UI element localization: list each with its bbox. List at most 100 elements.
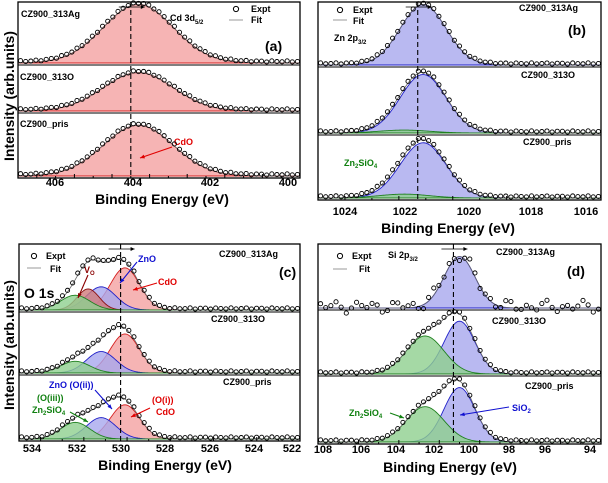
expt-point [187, 93, 193, 99]
expt-point [570, 128, 576, 134]
subplot-CZ900_313O [18, 322, 301, 375]
expt-point [274, 306, 280, 312]
expt-point [328, 370, 334, 376]
expt-point [33, 170, 39, 176]
expt-point [264, 107, 270, 113]
sample-label-c-0: CZ900_313Ag [219, 249, 278, 259]
expt-point [333, 128, 339, 134]
expt-point [34, 304, 40, 311]
expt-point [39, 368, 45, 374]
expt-point [156, 432, 163, 438]
expt-point [498, 436, 504, 442]
expt-point [116, 392, 122, 398]
expt-point [233, 106, 239, 112]
expt-point [95, 337, 101, 343]
x-tick-label: 1020 [457, 206, 481, 218]
expt-point [121, 256, 127, 262]
expt-point [121, 394, 127, 400]
expt-point [503, 128, 509, 134]
expt-point [477, 58, 483, 64]
expt-point [49, 301, 55, 307]
expt-point [456, 43, 463, 49]
expt-point [318, 301, 324, 307]
expt-point [343, 60, 349, 66]
expt-point [110, 77, 116, 84]
expt-point [451, 376, 457, 382]
expt-point [274, 172, 280, 178]
expt-point [110, 14, 116, 20]
expt-point [289, 435, 295, 441]
expt-point [364, 58, 370, 64]
expt-point [269, 305, 275, 311]
expt-point [39, 434, 45, 440]
expt-point [384, 109, 391, 115]
expt-point [318, 60, 324, 66]
expt-point [151, 72, 157, 78]
expt-point [121, 323, 127, 329]
expt-point [528, 128, 535, 134]
peak-ZnO [318, 142, 601, 199]
expt-point [156, 128, 162, 135]
expt-point [565, 61, 571, 67]
expt-point [156, 302, 163, 309]
expt-point [197, 98, 203, 104]
expt-point [126, 398, 132, 404]
expt-point [115, 128, 121, 134]
x-tick-label: 98 [503, 444, 515, 456]
expt-point [348, 437, 355, 443]
expt-point [289, 306, 295, 312]
expt-point [565, 129, 571, 135]
expt-point [575, 129, 581, 135]
expt-point [570, 193, 576, 199]
expt-point [131, 404, 137, 410]
expt-point [248, 435, 255, 441]
expt-point [284, 368, 290, 374]
x-tick-label: 1018 [519, 206, 543, 218]
expt-point [126, 261, 132, 267]
expt-point [384, 174, 391, 180]
sample-label-c-2: CZ900_pris [223, 377, 272, 387]
expt-point [395, 426, 401, 432]
plot-frame [317, 1, 602, 201]
expt-point [523, 438, 529, 444]
expt-point [462, 255, 468, 261]
expt-point [364, 304, 370, 311]
expt-point [79, 158, 85, 164]
expt-point [420, 328, 427, 334]
expt-point [405, 12, 411, 18]
expt-point [415, 402, 421, 408]
expt-point [508, 299, 514, 305]
expt-point [269, 106, 275, 112]
legend-label-expt: Expt [352, 251, 372, 261]
expt-point [105, 80, 111, 86]
expt-point [28, 58, 34, 64]
x-axis-title-d: Binding Energy (eV) [383, 459, 517, 475]
expt-point [223, 306, 229, 312]
expt-point [23, 171, 29, 178]
expt-point [420, 306, 427, 312]
expt-point [390, 101, 396, 107]
expt-point [323, 61, 329, 67]
plot-frame [17, 1, 301, 179]
expt-point [105, 328, 111, 334]
expt-point [253, 171, 259, 177]
y-axis-title-a: Intensity (arb.units) [1, 31, 17, 161]
expt-point [472, 189, 478, 195]
expt-point [177, 306, 183, 312]
shift-arrow-head [463, 247, 468, 251]
expt-point [539, 61, 545, 67]
expt-point [207, 52, 213, 58]
annotation-cdo-a: CdO [174, 137, 193, 147]
expt-point [456, 111, 463, 117]
expt-point [141, 287, 147, 293]
expt-point [462, 49, 468, 55]
expt-point [482, 127, 488, 133]
expt-point [400, 419, 406, 425]
expt-point [431, 6, 437, 12]
expt-point [284, 305, 290, 311]
expt-point [202, 49, 208, 55]
expt-point [39, 305, 45, 311]
expt-point [29, 368, 35, 375]
expt-point [354, 370, 360, 376]
expt-point [90, 340, 96, 346]
